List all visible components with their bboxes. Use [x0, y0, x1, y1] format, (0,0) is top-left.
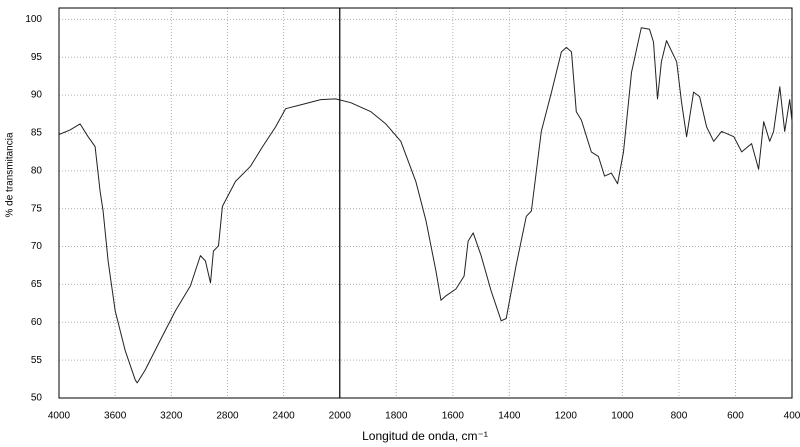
x-tick-label: 3200	[160, 411, 183, 422]
x-tick-label: 1000	[611, 411, 634, 422]
y-axis-title: % de transmitancia	[5, 132, 16, 217]
y-tick-label: 55	[31, 355, 43, 366]
y-tick-label: 60	[31, 317, 43, 328]
x-tick-label: 2800	[216, 411, 239, 422]
x-tick-label: 4000	[48, 411, 71, 422]
x-tick-label: 400	[784, 411, 800, 422]
spectrum-line	[58, 27, 793, 384]
y-tick-label: 90	[31, 90, 43, 101]
plot-frame	[58, 7, 793, 399]
x-tick-label: 3600	[104, 411, 127, 422]
y-tick-label: 80	[31, 165, 43, 176]
y-tick-label: 70	[31, 241, 43, 252]
x-tick-label: 2400	[272, 411, 295, 422]
y-tick-label: 85	[31, 128, 43, 139]
x-tick-label: 1800	[385, 411, 408, 422]
x-tick-label: 1200	[555, 411, 578, 422]
y-tick-label: 65	[31, 279, 43, 290]
x-axis-title: Longitud de onda, cm⁻¹	[362, 429, 488, 443]
y-tick-label: 100	[25, 14, 42, 25]
y-tick-label: 50	[31, 393, 43, 404]
x-tick-label: 1600	[442, 411, 465, 422]
x-tick-label: 2000	[329, 411, 352, 422]
x-tick-label: 800	[671, 411, 688, 422]
x-tick-label: 600	[727, 411, 744, 422]
y-tick-label: 75	[31, 203, 43, 214]
y-tick-label: 95	[31, 52, 43, 63]
x-tick-label: 1400	[498, 411, 521, 422]
